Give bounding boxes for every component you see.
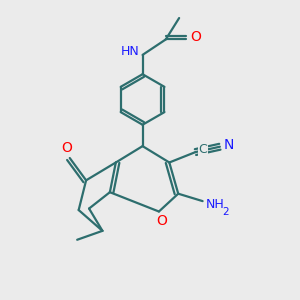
Text: C: C [199, 143, 207, 156]
Text: 2: 2 [223, 207, 229, 218]
Text: N: N [224, 138, 234, 152]
Text: HN: HN [121, 45, 140, 58]
Text: O: O [156, 214, 167, 228]
Text: O: O [190, 30, 201, 44]
Text: O: O [61, 141, 72, 154]
Text: NH: NH [206, 198, 224, 211]
